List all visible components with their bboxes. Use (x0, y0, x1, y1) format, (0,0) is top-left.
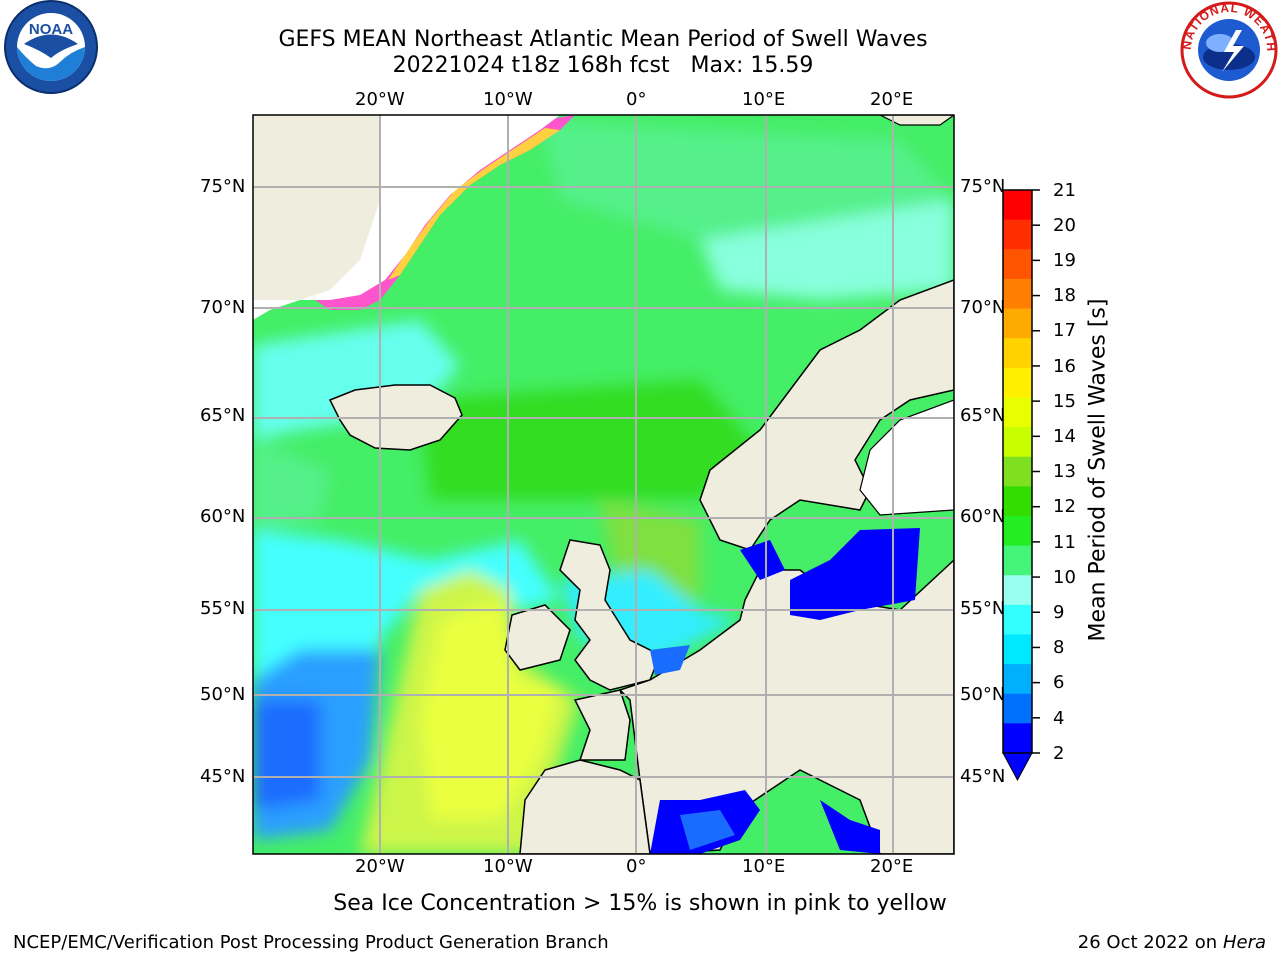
svg-text:NOAA: NOAA (29, 21, 73, 38)
colorbar-segment (1003, 278, 1032, 310)
chart-subtitle-date: 20221024 t18z 168h fcst Max: 15.59 (392, 53, 814, 78)
colorbar-tick-label: 13 (1053, 461, 1076, 482)
colorbar-tick-label: 16 (1053, 356, 1076, 377)
lon-label-bottom: 0° (626, 856, 647, 877)
lat-label-left: 65°N (200, 405, 246, 426)
lon-label-top: 20°W (355, 89, 405, 110)
lon-label-top: 20°E (870, 89, 914, 110)
lon-label-top: 0° (626, 89, 647, 110)
colorbar-segment (1003, 427, 1032, 458)
lat-label-right: 45°N (960, 766, 1006, 787)
colorbar-segment (1003, 367, 1032, 399)
footer-host: Hera (1222, 932, 1266, 953)
colorbar-segment (1003, 604, 1032, 636)
map-grid (253, 115, 954, 854)
colorbar-segment (1003, 190, 1032, 221)
footer-credit: NCEP/EMC/Verification Post Processing Pr… (13, 932, 609, 953)
lat-label-right: 50°N (960, 684, 1006, 705)
colorbar-tick-label: 18 (1053, 285, 1076, 306)
map-frame (252, 114, 955, 855)
colorbar-tick-label: 2 (1053, 743, 1065, 764)
lon-label-top: 10°E (742, 89, 786, 110)
lat-label-right: 75°N (960, 176, 1006, 197)
colorbar-tick-label: 14 (1053, 426, 1076, 447)
colorbar-segment (1003, 219, 1032, 250)
colorbar-tick-label: 11 (1053, 532, 1076, 553)
colorbar-segment (1003, 664, 1032, 695)
colorbar-tick-label: 4 (1053, 708, 1065, 729)
colorbar-segment (1003, 486, 1032, 517)
lat-label-right: 60°N (960, 506, 1006, 527)
chart-title: GEFS MEAN Northeast Atlantic Mean Period… (278, 27, 928, 52)
colorbar-segment (1003, 397, 1032, 428)
colorbar-tick-label: 6 (1053, 672, 1065, 693)
colorbar-segment (1003, 456, 1032, 487)
lon-label-bottom: 10°E (742, 856, 786, 877)
colorbar-tick-label: 8 (1053, 637, 1065, 658)
lon-label-bottom: 20°E (870, 856, 914, 877)
noaa-logo: NOAA (4, 0, 98, 94)
colorbar-segment (1003, 308, 1032, 339)
colorbar-segment (1003, 723, 1032, 754)
colorbar-tick-label: 10 (1053, 567, 1076, 588)
lat-label-left: 75°N (200, 176, 246, 197)
swell-period-map (253, 115, 954, 854)
lat-label-left: 55°N (200, 598, 246, 619)
lat-label-left: 45°N (200, 766, 246, 787)
colorbar-label: Mean Period of Swell Waves [s] (1085, 298, 1111, 642)
colorbar-tick-label: 21 (1053, 180, 1076, 201)
lat-label-left: 60°N (200, 506, 246, 527)
colorbar-tick-label: 19 (1053, 250, 1076, 271)
lat-label-left: 70°N (200, 297, 246, 318)
lat-label-right: 65°N (960, 405, 1006, 426)
sea-ice-note: Sea Ice Concentration > 15% is shown in … (333, 891, 947, 916)
colorbar-extend-arrow (1002, 752, 1033, 782)
footer-date-text: 26 Oct 2022 on (1077, 932, 1223, 953)
lon-label-bottom: 20°W (355, 856, 405, 877)
colorbar-segment (1003, 338, 1032, 369)
colorbar-tick-marks (1032, 189, 1040, 754)
colorbar-tick-label: 17 (1053, 320, 1076, 341)
colorbar-segment (1003, 545, 1032, 576)
colorbar-tick-label: 15 (1053, 391, 1076, 412)
colorbar-segment (1003, 575, 1032, 606)
colorbar-tick-label: 20 (1053, 215, 1076, 236)
colorbar-segment (1003, 693, 1032, 724)
footer-date: 26 Oct 2022 on Hera (1078, 932, 1266, 953)
lat-label-right: 70°N (960, 297, 1006, 318)
lon-label-top: 10°W (483, 89, 533, 110)
colorbar-tick-label: 12 (1053, 496, 1076, 517)
colorbar-segment (1003, 515, 1032, 547)
colorbar (1003, 190, 1032, 754)
colorbar-tick-label: 9 (1053, 602, 1065, 623)
colorbar-segment (1003, 249, 1032, 280)
lat-label-left: 50°N (200, 684, 246, 705)
colorbar-segment (1003, 634, 1032, 665)
lat-label-right: 55°N (960, 598, 1006, 619)
lon-label-bottom: 10°W (483, 856, 533, 877)
